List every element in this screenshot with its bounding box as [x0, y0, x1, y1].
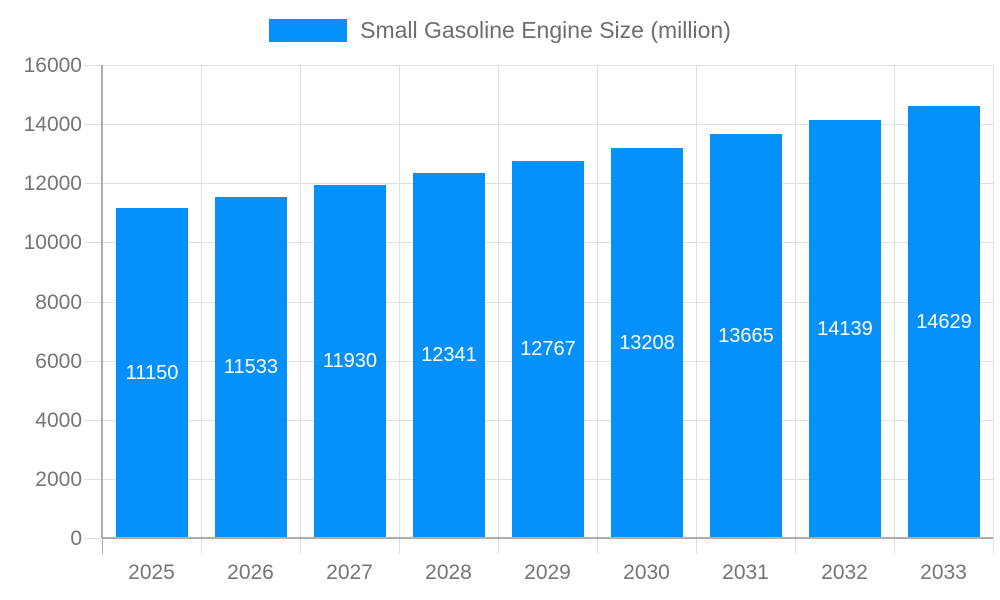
x-tick	[498, 538, 499, 554]
y-tick	[84, 124, 102, 125]
y-axis-line	[101, 65, 103, 538]
y-axis-tick-label: 16000	[23, 54, 82, 77]
x-axis-tick-label: 2025	[128, 561, 175, 584]
x-axis-tick-label: 2031	[722, 561, 769, 584]
bar-value-label: 14139	[817, 317, 873, 340]
x-gridline	[894, 65, 895, 538]
x-tick	[300, 538, 301, 554]
x-tick	[894, 538, 895, 554]
x-gridline	[201, 65, 202, 538]
y-tick	[84, 242, 102, 243]
bar-2032[interactable]: 14139	[809, 120, 881, 537]
y-tick	[84, 538, 102, 539]
x-tick	[399, 538, 400, 554]
bar-value-label: 14629	[916, 310, 972, 333]
x-gridline	[498, 65, 499, 538]
bar-value-label: 11930	[322, 350, 378, 372]
y-axis-tick-label: 6000	[35, 350, 82, 373]
bar-2026[interactable]: 11533	[215, 197, 287, 537]
y-tick	[84, 302, 102, 303]
y-tick	[84, 420, 102, 421]
bar-2030[interactable]: 13208	[611, 148, 683, 537]
legend[interactable]: Small Gasoline Engine Size (million)	[0, 19, 1000, 42]
x-tick	[201, 538, 202, 554]
x-axis-tick-label: 2030	[623, 561, 670, 584]
x-axis-tick-label: 2032	[821, 561, 868, 584]
legend-swatch[interactable]	[269, 19, 348, 42]
bar-2029[interactable]: 12767	[512, 161, 584, 537]
y-tick	[84, 479, 102, 480]
bar-value-label: 11533	[223, 356, 279, 378]
bar-value-label: 11150	[125, 361, 179, 384]
x-axis-line	[102, 537, 993, 539]
x-tick	[696, 538, 697, 554]
bar-2033[interactable]: 14629	[908, 106, 980, 537]
bar-2028[interactable]: 12341	[413, 173, 485, 537]
bar-2025[interactable]: 11150	[116, 208, 188, 537]
x-gridline	[795, 65, 796, 538]
bar-value-label: 13208	[619, 331, 675, 354]
y-gridline	[102, 124, 993, 125]
bar-2027[interactable]: 11930	[314, 185, 386, 537]
x-gridline	[993, 65, 994, 538]
x-tick	[597, 538, 598, 554]
x-axis-tick-label: 2029	[524, 561, 571, 584]
x-gridline	[597, 65, 598, 538]
y-tick	[84, 183, 102, 184]
x-axis-tick-label: 2026	[227, 561, 274, 584]
y-tick	[84, 65, 102, 66]
bar-value-label: 13665	[718, 324, 774, 347]
bar-2031[interactable]: 13665	[710, 134, 782, 537]
x-tick	[102, 538, 103, 554]
y-axis-tick-label: 8000	[35, 291, 82, 314]
y-tick	[84, 361, 102, 362]
legend-label[interactable]: Small Gasoline Engine Size (million)	[360, 17, 731, 43]
x-axis-tick-label: 2027	[326, 561, 373, 584]
y-axis-tick-label: 0	[70, 527, 82, 550]
x-gridline	[300, 65, 301, 538]
y-axis-tick-label: 2000	[35, 468, 82, 491]
y-axis-tick-label: 4000	[35, 409, 82, 432]
y-axis-tick-label: 12000	[23, 172, 82, 195]
x-gridline	[696, 65, 697, 538]
x-tick	[795, 538, 796, 554]
x-tick	[993, 538, 994, 554]
y-axis-tick-label: 10000	[23, 231, 82, 254]
bar-value-label: 12767	[520, 338, 576, 360]
y-gridline	[102, 65, 993, 66]
bar-value-label: 12341	[421, 344, 477, 366]
x-axis-tick-label: 2033	[920, 561, 967, 584]
y-axis-tick-label: 14000	[23, 113, 82, 136]
x-axis-tick-label: 2028	[425, 561, 472, 584]
x-gridline	[399, 65, 400, 538]
